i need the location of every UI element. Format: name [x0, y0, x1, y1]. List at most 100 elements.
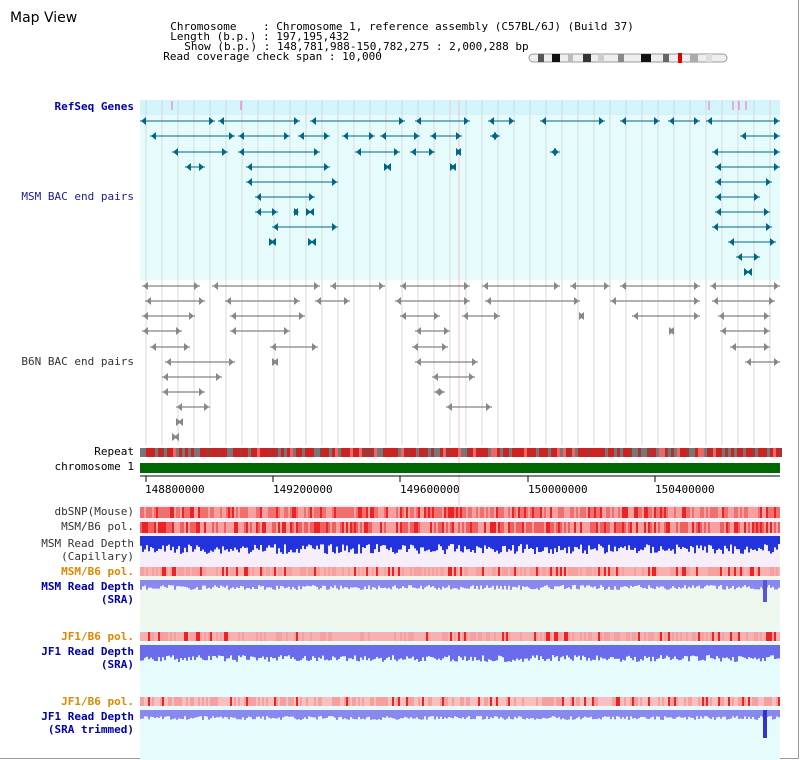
read-depth-bar: [480, 536, 482, 549]
read-depth-bar: [622, 580, 624, 587]
read-depth-bar: [726, 536, 728, 549]
polymorphism-block: [602, 507, 604, 518]
feature-layer[interactable]: [140, 101, 780, 441]
read-depth-bar: [350, 645, 352, 659]
read-depth-bar: [686, 580, 688, 589]
polymorphism-block: [768, 507, 770, 518]
b6n-bac-end: [694, 312, 699, 320]
polymorphism-block: [740, 632, 742, 641]
read-depth-bar: [588, 710, 590, 718]
polymorphism-block: [556, 632, 558, 641]
polymorphism-block: [542, 632, 544, 641]
polymorphism-block: [196, 522, 198, 533]
repeat-block: [752, 448, 755, 457]
polymorphism-block: [376, 697, 378, 706]
polymorphism-block: [408, 567, 410, 576]
read-depth-bar: [168, 580, 170, 586]
read-depth-bar: [488, 580, 490, 588]
polymorphism-block: [178, 632, 180, 641]
track-label-jf1-b6-pol-2[interactable]: JF1/B6 pol.: [61, 695, 134, 708]
read-depth-bar: [340, 580, 342, 586]
polymorphism-block: [632, 522, 634, 533]
msm-bac-end: [199, 163, 204, 171]
polymorphism-block: [370, 507, 372, 518]
read-depth-bar: [422, 710, 424, 720]
polymorphism-block: [632, 567, 634, 576]
polymorphism-block: [504, 567, 506, 576]
read-depth-bar: [466, 536, 468, 550]
read-depth-bar: [336, 536, 338, 547]
read-depth-bar: [184, 645, 186, 658]
read-depth-bar: [406, 580, 408, 589]
track-label-repeat[interactable]: Repeat: [94, 445, 134, 458]
polymorphism-block: [418, 507, 420, 518]
polymorphism-block: [444, 522, 446, 533]
polymorphism-block: [704, 507, 706, 518]
track-label-jf1-rd-trim[interactable]: JF1 Read Depth: [41, 710, 134, 723]
read-depth-bar: [714, 536, 716, 554]
read-depth-bar: [652, 580, 654, 589]
read-depth-bar: [296, 710, 298, 720]
read-depth-bar: [732, 645, 734, 657]
track-label-msm-bac[interactable]: MSM BAC end pairs: [21, 190, 134, 203]
polymorphism-block: [748, 567, 750, 576]
msm-bac-end: [256, 193, 261, 201]
read-depth-bar: [468, 536, 470, 550]
read-depth-bar: [222, 645, 224, 657]
read-depth-bar: [444, 645, 446, 657]
read-depth-bar: [508, 580, 510, 586]
msm-bac-end: [273, 223, 278, 231]
track-label-b6n-bac[interactable]: B6N BAC end pairs: [21, 355, 134, 368]
read-depth-bar: [360, 536, 362, 554]
polymorphism-block: [336, 522, 338, 533]
read-depth-bar: [514, 710, 516, 717]
polymorphism-block: [604, 697, 606, 706]
polymorphism-block: [308, 507, 310, 518]
polymorphism-block: [546, 697, 548, 706]
polymorphism-block: [392, 522, 394, 533]
b6n-bac-end: [464, 297, 469, 305]
track-label-chromosome[interactable]: chromosome 1: [54, 460, 134, 473]
polymorphism-block: [354, 567, 356, 576]
polymorphism-block: [280, 632, 282, 641]
track-label-jf1-b6-pol[interactable]: JF1/B6 pol.: [61, 630, 134, 643]
read-depth-bar: [548, 536, 550, 554]
show-value: 148,781,988-150,782,275 : 2,000,288 bp: [276, 40, 529, 53]
read-depth-bar: [204, 710, 206, 717]
track-label-msm-b6-pol[interactable]: MSM/B6 pol.: [61, 520, 134, 533]
polymorphism-block: [472, 697, 474, 706]
read-depth-bar: [142, 710, 144, 719]
polymorphism-block: [650, 632, 652, 641]
read-depth-bar: [704, 645, 706, 661]
b6n-bac-end: [231, 327, 236, 335]
polymorphism-block: [508, 567, 510, 576]
read-depth-bar: [590, 710, 592, 717]
polymorphism-block: [592, 567, 594, 576]
polymorphism-block: [334, 697, 336, 706]
polymorphism-block: [658, 567, 660, 576]
polymorphism-block: [208, 567, 210, 576]
read-depth-bar: [732, 580, 734, 586]
polymorphism-block: [330, 567, 332, 576]
read-depth-bar: [776, 580, 778, 590]
polymorphism-block: [470, 507, 472, 518]
read-depth-bar: [754, 645, 756, 658]
read-depth-bar: [648, 645, 650, 657]
polymorphism-block: [556, 507, 558, 518]
track-label-msm-rd-sra[interactable]: MSM Read Depth: [41, 580, 134, 593]
polymorphism-block: [598, 697, 600, 706]
polymorphism-block: [612, 507, 614, 518]
polymorphism-block: [288, 522, 290, 533]
track-label-refseq[interactable]: RefSeq Genes: [54, 100, 134, 113]
track-label-msm-rd-cap[interactable]: MSM Read Depth: [41, 537, 134, 550]
read-depth-bar: [572, 580, 574, 586]
track-label-msm-b6-pol-2[interactable]: MSM/B6 pol.: [61, 565, 134, 578]
polymorphism-block: [234, 632, 236, 641]
track-label-jf1-rd-sra[interactable]: JF1 Read Depth: [41, 645, 134, 658]
polymorphism-block: [628, 522, 630, 533]
read-depth-bar: [730, 710, 732, 719]
chromosome-ideogram[interactable]: [528, 51, 730, 65]
read-depth-bar: [658, 710, 660, 717]
track-label-dbsnp[interactable]: dbSNP(Mouse): [54, 505, 134, 518]
